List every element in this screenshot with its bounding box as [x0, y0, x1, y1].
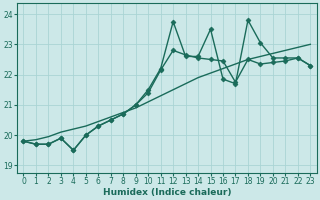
X-axis label: Humidex (Indice chaleur): Humidex (Indice chaleur) [103, 188, 231, 197]
